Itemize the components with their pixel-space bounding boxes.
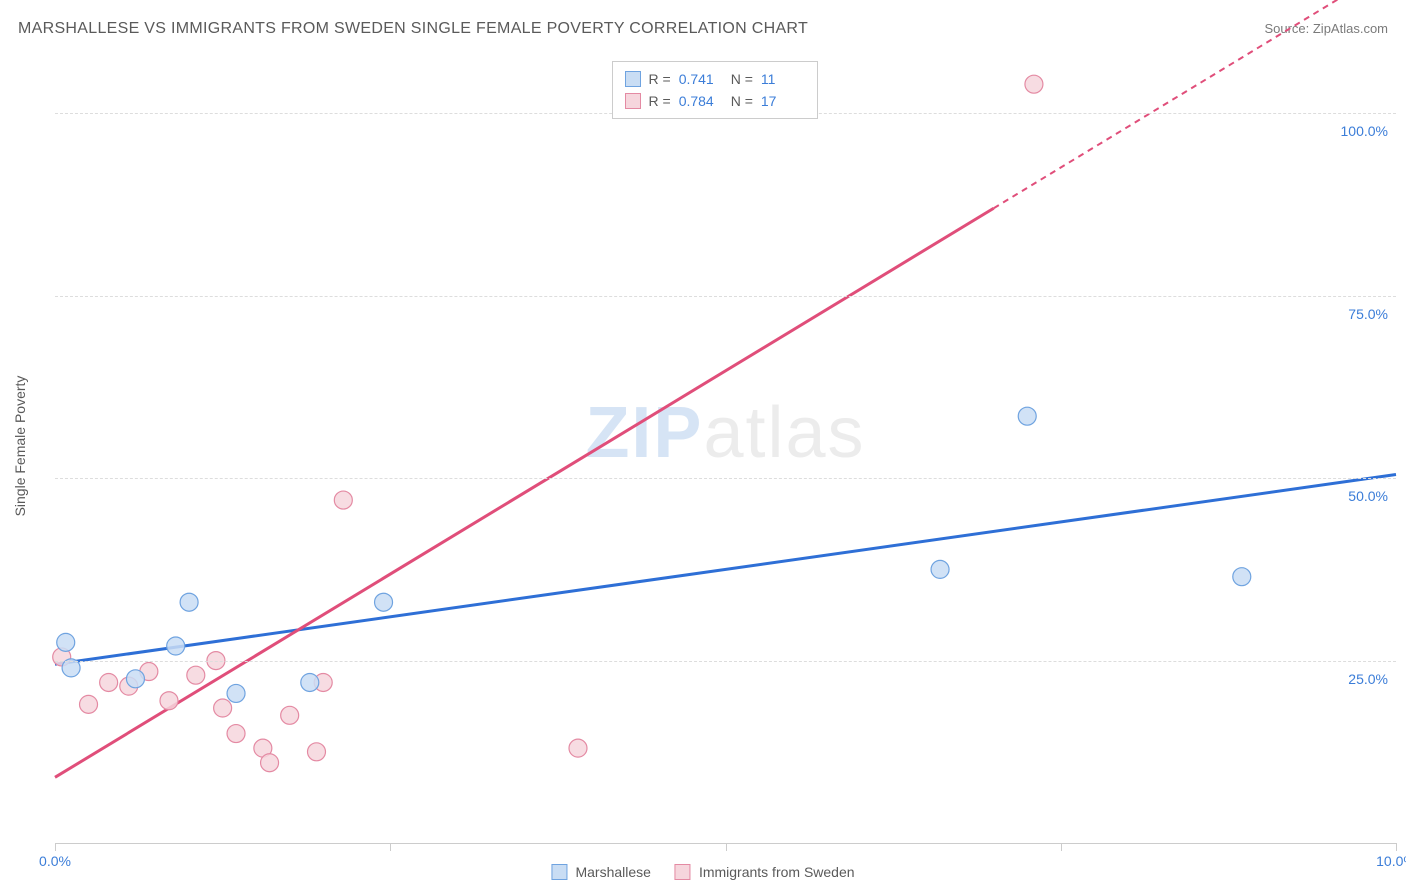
y-tick-label: 100.0% <box>1341 123 1388 139</box>
chart-title: MARSHALLESE VS IMMIGRANTS FROM SWEDEN SI… <box>18 20 808 38</box>
legend-swatch <box>625 93 641 109</box>
legend-stats-row: R = 0.741 N = 11 <box>625 68 805 90</box>
data-point <box>1233 568 1251 586</box>
x-tick <box>1061 843 1062 851</box>
legend-swatch <box>625 71 641 87</box>
trend-line <box>55 208 994 777</box>
chart-source: Source: ZipAtlas.com <box>1264 21 1388 36</box>
data-point <box>281 706 299 724</box>
x-tick-label: 0.0% <box>39 853 71 869</box>
stat-n-value: 17 <box>761 93 805 109</box>
y-tick-label: 50.0% <box>1348 488 1388 504</box>
data-point <box>261 754 279 772</box>
legend-item: Marshallese <box>551 864 650 880</box>
data-point <box>1018 407 1036 425</box>
stat-r-label: R = <box>649 93 671 109</box>
legend-stats-row: R = 0.784 N = 17 <box>625 90 805 112</box>
legend-item: Immigrants from Sweden <box>675 864 855 880</box>
data-point <box>227 725 245 743</box>
gridline-h <box>55 478 1396 479</box>
data-point <box>301 673 319 691</box>
data-point <box>1025 75 1043 93</box>
stat-r-value: 0.784 <box>679 93 723 109</box>
legend-label: Immigrants from Sweden <box>699 864 855 880</box>
data-point <box>160 692 178 710</box>
gridline-h <box>55 296 1396 297</box>
data-point <box>57 633 75 651</box>
data-point <box>167 637 185 655</box>
data-point <box>227 684 245 702</box>
x-tick <box>390 843 391 851</box>
stat-n-value: 11 <box>761 71 805 87</box>
legend-swatch <box>675 864 691 880</box>
chart-header: MARSHALLESE VS IMMIGRANTS FROM SWEDEN SI… <box>18 20 1388 38</box>
x-tick <box>55 843 56 851</box>
data-point <box>80 695 98 713</box>
y-axis-title: Single Female Poverty <box>12 376 28 517</box>
stat-r-value: 0.741 <box>679 71 723 87</box>
data-point <box>334 491 352 509</box>
plot-svg <box>55 55 1396 843</box>
gridline-h <box>55 661 1396 662</box>
legend-label: Marshallese <box>575 864 650 880</box>
y-tick-label: 75.0% <box>1348 306 1388 322</box>
stat-n-label: N = <box>731 93 753 109</box>
x-tick <box>726 843 727 851</box>
data-point <box>931 560 949 578</box>
data-point <box>375 593 393 611</box>
plot-region: ZIPatlas 25.0%50.0%75.0%100.0%0.0%10.0%R… <box>55 55 1396 844</box>
x-tick <box>1396 843 1397 851</box>
data-point <box>126 670 144 688</box>
data-point <box>187 666 205 684</box>
stat-n-label: N = <box>731 71 753 87</box>
data-point <box>180 593 198 611</box>
data-point <box>62 659 80 677</box>
data-point <box>100 673 118 691</box>
data-point <box>307 743 325 761</box>
legend-swatch <box>551 864 567 880</box>
data-point <box>214 699 232 717</box>
stat-r-label: R = <box>649 71 671 87</box>
x-tick-label: 10.0% <box>1376 853 1406 869</box>
legend-stats-box: R = 0.741 N = 11 R = 0.784 N = 17 <box>612 61 818 119</box>
trend-line <box>55 475 1396 665</box>
legend-bottom: Marshallese Immigrants from Sweden <box>551 864 854 880</box>
data-point <box>569 739 587 757</box>
y-tick-label: 25.0% <box>1348 671 1388 687</box>
chart-area: ZIPatlas 25.0%50.0%75.0%100.0%0.0%10.0%R… <box>55 55 1396 844</box>
